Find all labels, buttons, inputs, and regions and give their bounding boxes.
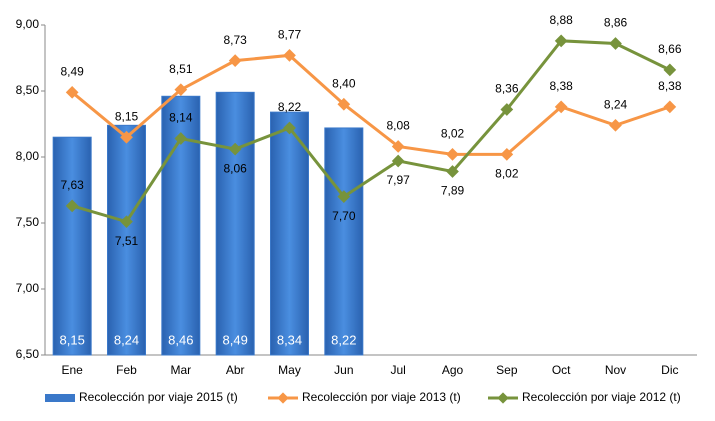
bar	[52, 136, 92, 356]
bar-label: 8,46	[168, 332, 193, 347]
data-label: 8,40	[332, 76, 356, 90]
marker	[391, 154, 405, 168]
marker	[228, 142, 242, 156]
y-tick-label: 7,00	[16, 281, 40, 295]
marker	[446, 147, 459, 161]
data-label: 8,02	[441, 127, 465, 141]
marker	[174, 132, 188, 145]
y-tick-label: 7,50	[16, 215, 40, 229]
data-label: 8,38	[549, 79, 573, 93]
x-tick-label: Dic	[661, 363, 678, 377]
marker	[391, 140, 405, 153]
bar-label: 8,49	[223, 332, 248, 347]
x-tick-label: Feb	[116, 363, 137, 377]
marker	[65, 199, 79, 213]
marker	[500, 103, 514, 116]
x-tick-label: Ago	[442, 363, 464, 377]
data-label: 8,08	[386, 119, 410, 133]
data-label: 8,24	[604, 97, 628, 111]
x-tick-label: Ene	[61, 363, 83, 377]
bar	[107, 124, 146, 356]
data-label: 7,70	[332, 209, 356, 223]
data-label: 8,38	[658, 79, 682, 93]
bar-label: 8,15	[60, 332, 85, 347]
marker	[663, 63, 677, 77]
data-label: 8,22	[278, 100, 302, 114]
data-label: 8,77	[278, 28, 302, 42]
x-tick-label: Mar	[170, 363, 191, 377]
bar-label: 8,24	[114, 332, 139, 347]
legend-label: Recolección por viaje 2013 (t)	[302, 390, 461, 404]
marker	[446, 165, 459, 178]
marker	[337, 190, 351, 203]
marker	[500, 147, 514, 161]
legend-marker	[497, 392, 509, 404]
x-tick-label: Jul	[390, 363, 405, 377]
x-tick-label: Jun	[334, 363, 353, 377]
data-label: 8,06	[223, 161, 247, 175]
bar-label: 8,34	[277, 332, 302, 347]
legend-label: Recolección por viaje 2015 (t)	[79, 390, 238, 404]
y-tick-label: 9,00	[16, 17, 40, 31]
x-tick-label: May	[278, 363, 301, 377]
data-label: 7,97	[386, 173, 410, 187]
marker	[283, 121, 296, 135]
bar	[324, 127, 364, 356]
data-label: 8,73	[223, 33, 247, 47]
data-label: 7,63	[60, 178, 84, 192]
y-tick-label: 8,00	[16, 149, 40, 163]
marker	[120, 215, 133, 229]
data-label: 8,36	[495, 82, 519, 96]
data-label: 7,89	[441, 184, 465, 198]
data-label: 8,88	[549, 13, 573, 27]
legend-marker	[277, 392, 289, 404]
data-label: 7,51	[115, 234, 139, 248]
line	[71, 53, 671, 156]
legend-label: Recolección por viaje 2012 (t)	[522, 390, 681, 404]
x-tick-label: Sep	[496, 363, 518, 377]
x-tick-label: Oct	[552, 363, 571, 377]
marker	[228, 54, 242, 68]
data-label: 8,66	[658, 42, 682, 56]
data-label: 8,15	[115, 109, 139, 123]
marker	[174, 83, 188, 97]
marker	[663, 100, 677, 114]
marker	[609, 118, 622, 132]
marker	[609, 37, 622, 50]
data-label: 8,51	[169, 62, 193, 76]
data-label: 8,49	[60, 64, 84, 78]
marker	[120, 130, 133, 144]
data-label: 8,86	[604, 16, 628, 30]
x-tick-label: Abr	[226, 363, 245, 377]
bar	[270, 111, 309, 356]
legend-swatch	[45, 394, 75, 402]
bar	[215, 91, 255, 356]
data-label: 8,02	[495, 167, 519, 181]
y-tick-label: 8,50	[16, 83, 40, 97]
marker	[283, 48, 296, 62]
x-tick-label: Nov	[605, 363, 626, 377]
marker	[337, 97, 351, 111]
data-label: 8,14	[169, 111, 193, 125]
line	[71, 39, 671, 224]
y-tick-label: 6,50	[16, 347, 40, 361]
bar-label: 8,22	[331, 332, 356, 347]
